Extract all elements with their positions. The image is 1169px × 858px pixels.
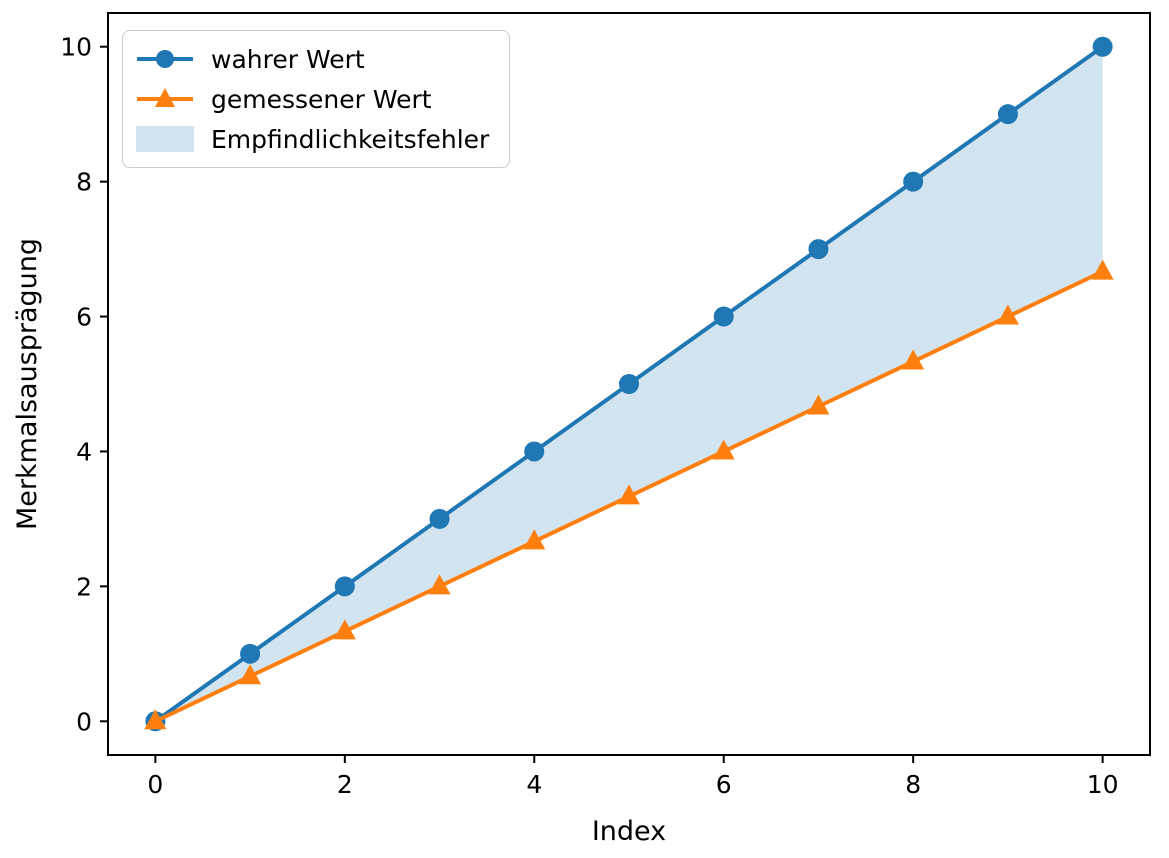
axes-spines: [107, 12, 1151, 756]
y-axis-label: Merkmalsausprägung: [12, 238, 43, 530]
data-point-circle: [429, 508, 450, 529]
y-tick-label: 4: [76, 437, 92, 466]
x-tick-label: 0: [147, 770, 163, 799]
data-point-circle: [619, 374, 639, 394]
y-tick-label: 10: [60, 33, 92, 62]
data-point-triangle: [712, 439, 735, 460]
x-tick-label: 6: [716, 770, 732, 799]
legend: wahrer Wert gemessener Wert Empfindlichk…: [122, 30, 511, 168]
data-point-circle: [334, 576, 355, 597]
legend-label-gemessener-wert: gemessener Wert: [211, 84, 432, 114]
data-point-triangle: [523, 529, 546, 550]
y-tick-label: 8: [76, 168, 92, 197]
data-point-circle: [240, 643, 261, 664]
y-tick-label: 6: [76, 303, 92, 332]
data-point-circle: [808, 239, 829, 260]
legend-item-gemessener-wert: gemessener Wert: [135, 80, 489, 118]
legend-fill-patch-icon: [136, 126, 194, 152]
y-tick-label: 2: [76, 572, 92, 601]
data-point-triangle: [428, 574, 451, 595]
data-point-triangle: [996, 304, 1019, 325]
data-point-triangle: [902, 349, 925, 370]
legend-line-triangle-icon: [137, 88, 193, 107]
data-point-triangle: [239, 664, 262, 685]
y-tick-label: 0: [76, 707, 92, 736]
data-point-circle: [1092, 36, 1113, 57]
x-tick-label: 10: [1087, 770, 1119, 799]
x-tick-label: 8: [905, 770, 921, 799]
data-point-circle: [713, 306, 734, 327]
data-point-triangle: [144, 709, 167, 730]
data-point-circle: [903, 171, 924, 192]
data-point-triangle: [618, 484, 640, 505]
legend-label-wahrer-wert: wahrer Wert: [211, 44, 365, 74]
data-point-triangle: [333, 619, 356, 640]
x-tick-label: 4: [526, 770, 542, 799]
x-axis-label: Index: [592, 816, 666, 847]
x-tick-label: 2: [337, 770, 353, 799]
data-point-triangle: [807, 394, 830, 415]
legend-line-circle-icon: [137, 50, 193, 68]
data-point-circle: [997, 104, 1018, 125]
legend-item-wahrer-wert: wahrer Wert: [135, 40, 489, 78]
legend-item-empfindlichkeitsfehler: Empfindlichkeitsfehler: [135, 120, 489, 158]
legend-label-empfindlichkeitsfehler: Empfindlichkeitsfehler: [211, 124, 490, 154]
data-point-triangle: [1091, 259, 1114, 280]
data-point-circle: [524, 441, 545, 462]
